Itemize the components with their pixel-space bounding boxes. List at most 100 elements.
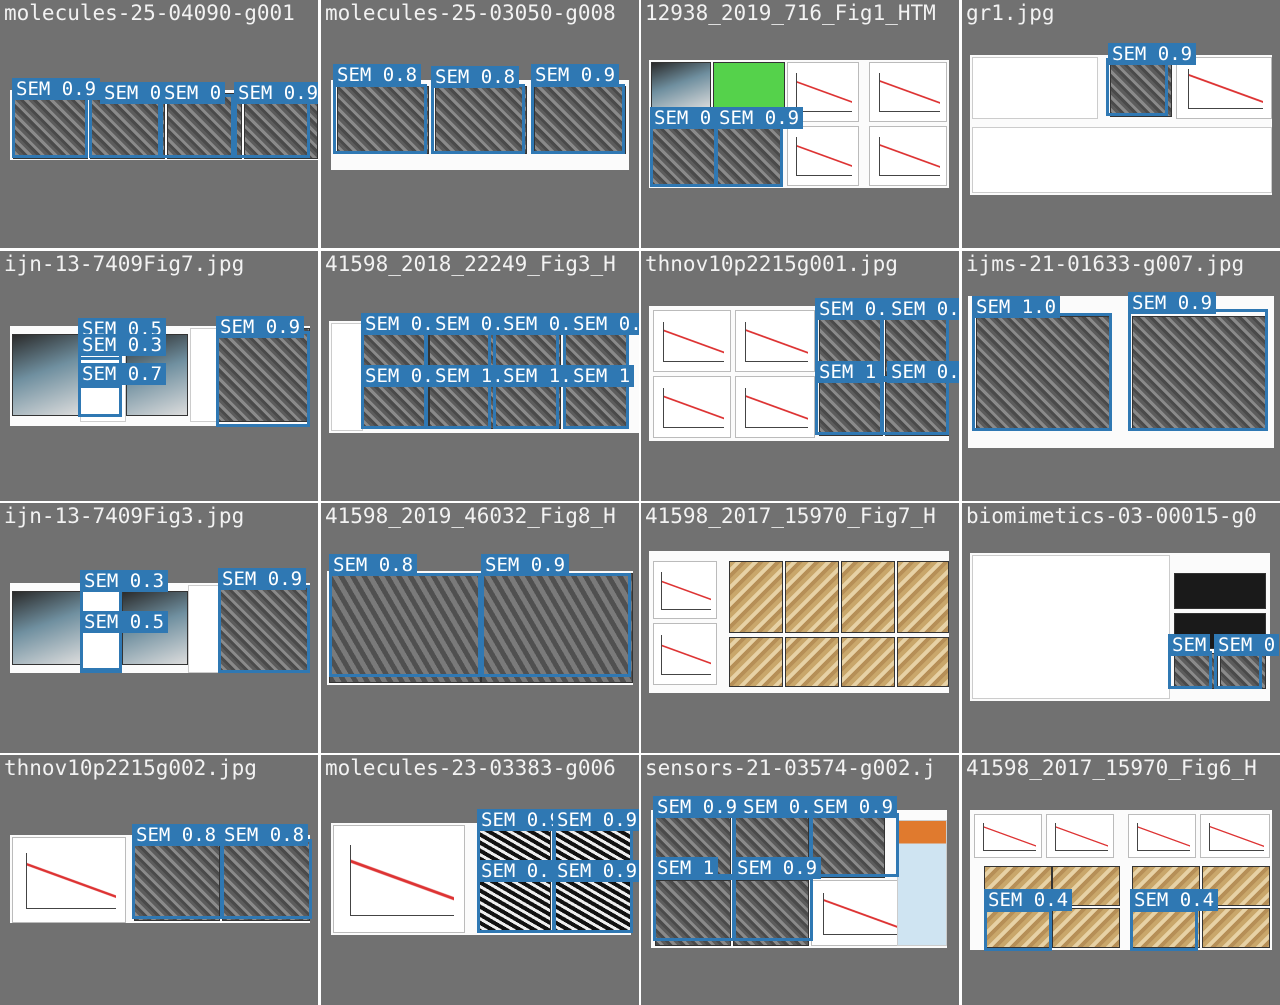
detection-label: SEM 0.9: [361, 365, 450, 387]
detection-label: SEM 0.9: [553, 860, 639, 882]
tile-title: molecules-25-04090-g001: [4, 1, 295, 25]
tile: ijn-13-7409Fig7.jpg SEM 0.5 SEM 0.3 SEM …: [0, 251, 318, 501]
detection-box: [425, 381, 491, 429]
tile: 41598_2019_46032_Fig8_H SEM 0.8 SEM 0.9: [321, 503, 639, 753]
detection-label: SEM 0.9: [553, 809, 639, 831]
detection-label: SEM 0.3: [78, 334, 167, 356]
tile: 41598_2017_15970_Fig6_H SEM 0.4 SEM 0.4: [962, 755, 1280, 1005]
detection-box: [1106, 58, 1168, 116]
tile: molecules-23-03383-g006 SEM 0.9 SEM 0.9 …: [321, 755, 639, 1005]
detection-label: SEM 0.9: [1108, 43, 1197, 65]
tile-title: molecules-23-03383-g006: [325, 756, 616, 780]
tile: ijn-13-7409Fig3.jpg SEM 0.3 SEM 0.5 SEM …: [0, 503, 318, 753]
detection-label: SEM: [1168, 634, 1211, 656]
detection-box: [1128, 309, 1268, 431]
tile: gr1.jpg SEM 0.9: [962, 0, 1280, 248]
detection-label: SEM 0: [1214, 634, 1280, 656]
detection-label: SEM 0.9: [499, 313, 588, 335]
tile-title: ijn-13-7409Fig7.jpg: [4, 252, 245, 276]
tile: thnov10p2215g001.jpg SEM 0.9 SEM 0. SEM …: [641, 251, 959, 501]
figure-image: [327, 571, 633, 685]
detection-label: SEM 1: [569, 365, 635, 387]
tile: 12938_2019_716_Fig1_HTM SEM 0.9 SEM 0.9: [641, 0, 959, 248]
detection-box: [653, 877, 735, 941]
detection-box: [493, 381, 559, 429]
detection-box: [12, 94, 88, 158]
detection-box: [1168, 651, 1212, 689]
figure-image: [968, 296, 1274, 448]
detection-box: [220, 839, 312, 919]
detection-label: SEM 1: [815, 361, 881, 383]
figure-image: [10, 583, 310, 673]
detection-label: SEM 0.8: [132, 824, 221, 846]
figure-image: [970, 553, 1270, 701]
detection-label: SEM 1.0: [972, 296, 1061, 318]
detection-box: [78, 385, 122, 417]
detection-box: [650, 125, 717, 187]
detection-box: [715, 125, 783, 187]
detection-label: SEM 0.9: [1128, 292, 1217, 314]
figure-image: [649, 551, 949, 693]
detection-box: [218, 585, 310, 673]
detection-label: SEM 0.8: [431, 66, 520, 88]
detection-label: SEM 0.9: [715, 107, 804, 129]
tile-title: thnov10p2215g002.jpg: [4, 756, 257, 780]
detection-label: SEM 0.9: [431, 313, 520, 335]
detection-box: [329, 573, 481, 677]
detection-label: SEM 0: [160, 82, 226, 104]
detection-label: SEM 0.9: [815, 298, 904, 320]
tile-title: biomimetics-03-00015-g0: [966, 504, 1257, 528]
detection-label: SEM 0.9: [653, 796, 742, 818]
tile-title: thnov10p2215g001.jpg: [645, 252, 898, 276]
figure-image: [970, 55, 1272, 195]
detection-label: SEM 0.8: [329, 554, 418, 576]
tile-title: 12938_2019_716_Fig1_HTM: [645, 1, 936, 25]
detection-label: SEM 0.9: [809, 796, 898, 818]
detection-label: SEM 0.4: [984, 889, 1073, 911]
detection-label: SEM 0.3: [80, 570, 169, 592]
figure-image: [10, 835, 310, 923]
detection-label: SEM 1: [653, 857, 719, 879]
detection-box: [563, 381, 629, 429]
detection-label: SEM 0.: [477, 860, 554, 882]
detection-label: SEM 0.9: [477, 809, 566, 831]
detection-label: SEM 0.9: [218, 568, 307, 590]
detection-label: SEM 0.9: [531, 64, 620, 86]
detection-label: SEM 0.9: [234, 82, 318, 104]
tile: thnov10p2215g002.jpg SEM 0.8 SEM 0.8: [0, 755, 318, 1005]
detection-label: SEM 0.9: [481, 554, 570, 576]
tile: ijms-21-01633-g007.jpg SEM 1.0 SEM 0.9: [962, 251, 1280, 501]
tile: molecules-25-04090-g001 SEM 0.9 SEM 0 SE…: [0, 0, 318, 248]
tile: 41598_2018_22249_Fig3_H SEM 0.9 SEM 0.9 …: [321, 251, 639, 501]
detection-label: SEM 0.8: [220, 824, 309, 846]
detection-box: [477, 877, 555, 933]
detection-box: [1214, 651, 1262, 689]
detection-label: SEM 0.: [887, 361, 959, 383]
tile: 41598_2017_15970_Fig7_H: [641, 503, 959, 753]
detection-label: SEM 1.0: [431, 365, 520, 387]
detection-box: [881, 379, 949, 435]
detection-box: [809, 813, 899, 877]
detection-label: SEM 0.9: [12, 78, 101, 100]
detection-box: [531, 84, 625, 154]
detection-label: SEM 0.9: [733, 857, 822, 879]
detection-label: SEM 0.7: [78, 363, 167, 385]
detection-label: SEM 0.4: [1130, 889, 1219, 911]
detection-label: SEM 0.9: [361, 313, 450, 335]
tile-title: 41598_2017_15970_Fig7_H: [645, 504, 936, 528]
detection-box: [481, 573, 631, 677]
tile-title: molecules-25-03050-g008: [325, 1, 616, 25]
tile: sensors-21-03574-g002.j SEM 0.9 SEM 0. S…: [641, 755, 959, 1005]
tile-title: ijn-13-7409Fig3.jpg: [4, 504, 245, 528]
figure-image: [970, 810, 1272, 950]
detection-box: [216, 331, 310, 427]
tile-title: 41598_2017_15970_Fig6_H: [966, 756, 1257, 780]
detection-box: [132, 839, 224, 919]
detection-label: SEM 0.8: [333, 64, 422, 86]
detection-box: [431, 84, 525, 154]
detection-box: [984, 909, 1052, 951]
detection-box: [553, 877, 633, 933]
detection-box: [1130, 909, 1198, 951]
detection-box: [361, 381, 427, 429]
